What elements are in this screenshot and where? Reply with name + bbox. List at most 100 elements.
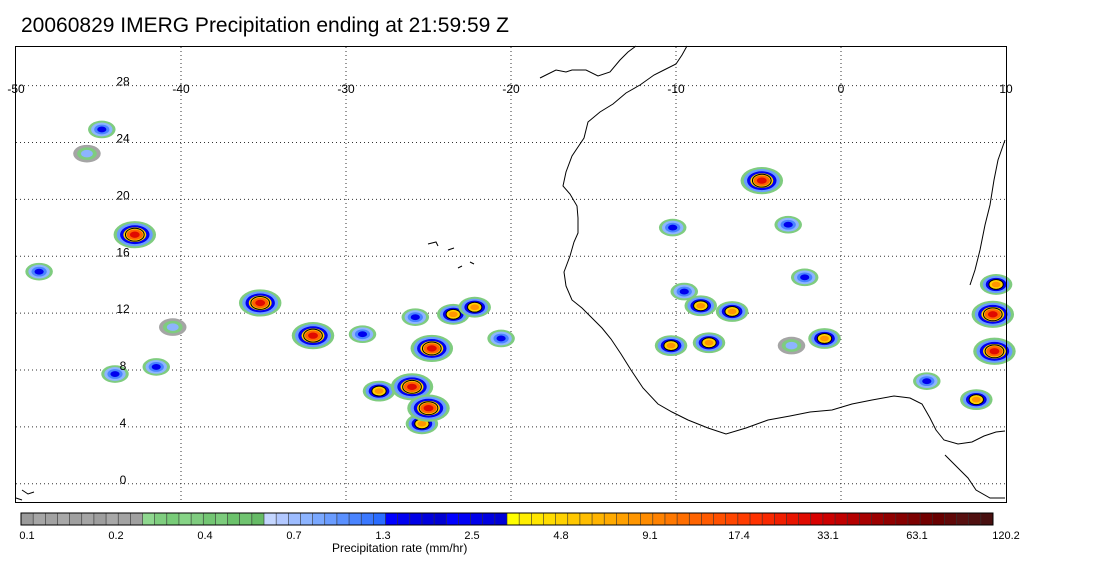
- precip-cell: [238, 289, 282, 317]
- lat-tick-label: 4: [120, 416, 127, 430]
- lat-tick-label: 12: [116, 302, 130, 316]
- precip-contour: [756, 177, 767, 184]
- coastline-gulf-islands: [944, 454, 1005, 499]
- canary-islands: [427, 241, 475, 269]
- lon-tick-label: -40: [172, 82, 190, 96]
- precip-outline: [663, 340, 679, 352]
- precip-contour: [110, 371, 120, 377]
- lat-tick-label: 0: [120, 473, 127, 487]
- precip-contour: [785, 341, 798, 350]
- precip-cell: [740, 167, 784, 195]
- precip-cell: [25, 262, 53, 281]
- precip-cell: [684, 295, 717, 317]
- precip-cell: [971, 300, 1015, 328]
- precip-cell: [979, 274, 1013, 295]
- precip-outline: [968, 394, 984, 406]
- precip-cell: [487, 329, 515, 348]
- precip-cell: [658, 218, 687, 237]
- precip-cell: [458, 296, 491, 318]
- precip-cell: [401, 308, 430, 326]
- precip-outline: [371, 385, 387, 397]
- cape-verde: [15, 489, 35, 501]
- precip-contour: [410, 314, 420, 321]
- map-frame: [15, 46, 1007, 503]
- precip-outline: [402, 379, 422, 394]
- colorbar-title: Precipitation rate (mm/hr): [332, 541, 468, 555]
- coastline-iberia: [539, 45, 637, 79]
- precip-cell: [960, 389, 993, 411]
- precip-cell: [973, 337, 1016, 365]
- precip-cell: [159, 318, 187, 336]
- precip-contour: [34, 268, 44, 275]
- precip-contour: [679, 288, 689, 295]
- colorbar-tick-label: 0.2: [108, 530, 124, 542]
- precip-contour: [423, 405, 434, 412]
- precip-outline: [982, 307, 1003, 322]
- precip-contour: [800, 274, 810, 281]
- precip-cell: [73, 144, 101, 163]
- lon-tick-label: -50: [7, 82, 25, 96]
- precip-contour: [991, 281, 1001, 288]
- precip-contour: [255, 299, 266, 307]
- lat-tick-label: 16: [116, 245, 130, 259]
- lat-tick-label: 24: [116, 132, 130, 146]
- coastline: [15, 45, 1006, 501]
- precip-cell: [390, 373, 434, 401]
- lon-tick-label: -30: [337, 82, 355, 96]
- colorbar-tick-label: 120.2: [992, 530, 1020, 542]
- precip-contour: [426, 345, 437, 352]
- precip-contour: [374, 388, 384, 394]
- precip-outline: [693, 300, 709, 312]
- precip-contour: [971, 396, 981, 403]
- precip-contour: [357, 331, 368, 338]
- precip-contour: [704, 339, 714, 346]
- lat-tick-label: 28: [116, 75, 130, 89]
- precip-cell: [913, 372, 941, 390]
- precip-outline: [701, 337, 717, 349]
- precip-outline: [124, 227, 145, 242]
- precip-contour: [668, 224, 678, 231]
- precip-cell: [101, 365, 129, 383]
- colorbar-tick-label: 17.4: [728, 530, 750, 542]
- longitude-labels: -50 -40 -30 -20 -10 0 10: [7, 82, 1013, 96]
- colorbar-tick-label: 2.5: [464, 530, 480, 542]
- precip-outline: [418, 401, 439, 416]
- precip-cell: [410, 334, 454, 363]
- precip-contour: [666, 342, 676, 349]
- precip-cell: [113, 221, 157, 249]
- precip-cell: [808, 328, 841, 349]
- precip-cell: [348, 325, 377, 344]
- precip-outline: [984, 344, 1005, 359]
- precip-contour: [470, 304, 480, 311]
- colorbar-tick-label: 0.4: [197, 530, 213, 542]
- colorbar-tick-label: 0.1: [19, 530, 35, 542]
- map-title: 20060829 IMERG Precipitation ending at 2…: [21, 14, 509, 37]
- precip-outline: [816, 333, 833, 344]
- precip-cell: [142, 358, 170, 376]
- gridlines: [16, 47, 1006, 502]
- precip-contour: [922, 378, 932, 385]
- colorbar-tick-label: 9.1: [642, 530, 658, 542]
- precip-outline: [250, 295, 271, 310]
- precip-contour: [727, 308, 737, 315]
- precip-contour: [783, 221, 793, 228]
- colorbar-tick-label: 1.3: [375, 530, 391, 542]
- precip-cell: [774, 215, 802, 234]
- coastline-africa-west: [562, 45, 1006, 445]
- lon-tick-label: 10: [999, 82, 1013, 96]
- lat-tick-label: 8: [120, 359, 127, 373]
- precip-contour: [81, 149, 93, 158]
- precip-contour: [166, 323, 179, 331]
- precip-contour: [417, 420, 427, 427]
- lon-tick-label: 0: [838, 82, 845, 96]
- precip-outline: [467, 301, 483, 313]
- precip-contour: [989, 348, 1000, 355]
- precip-cell: [362, 380, 396, 402]
- precip-contour: [97, 126, 107, 133]
- colorbar-tick-label: 33.1: [817, 530, 839, 542]
- colorbar-tick-label: 63.1: [906, 530, 928, 542]
- precip-cell: [291, 322, 335, 350]
- precip-cell: [88, 120, 116, 139]
- precip-contour: [987, 311, 998, 318]
- precip-contour: [151, 363, 161, 370]
